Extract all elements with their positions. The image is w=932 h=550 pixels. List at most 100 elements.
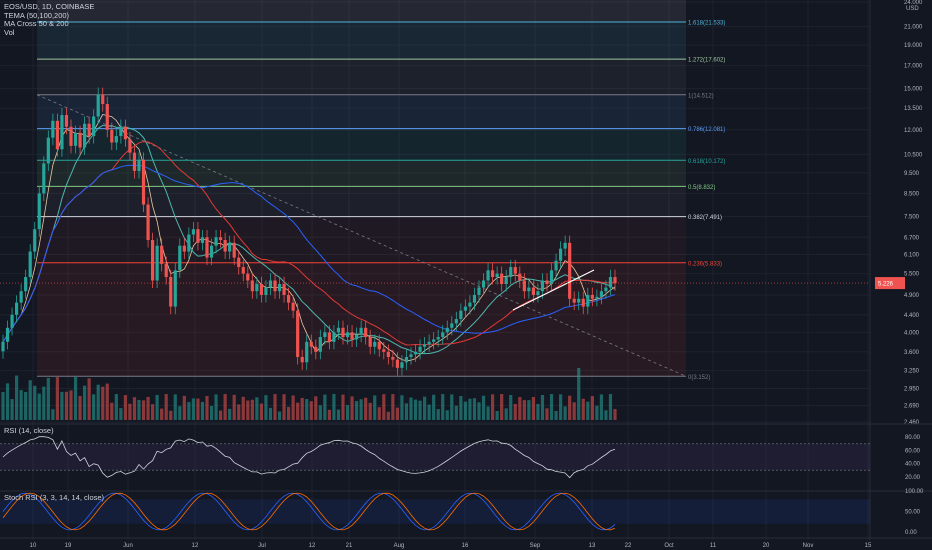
volume-bar	[459, 396, 463, 420]
volume-bar	[463, 401, 467, 420]
volume-bar	[345, 405, 350, 420]
candle-body	[228, 242, 232, 252]
candle-body	[51, 120, 55, 138]
stoch-rsi-label[interactable]: Stoch RSI (3, 3, 14, 14, close)	[4, 493, 105, 502]
candle-body	[531, 287, 535, 295]
volume-bar	[504, 408, 508, 420]
candle-body	[128, 139, 132, 153]
stoch-tick-label: 50.00	[905, 510, 921, 516]
volume-bar	[282, 394, 286, 420]
candle-body	[187, 234, 191, 252]
candle-body	[105, 104, 109, 130]
price-tick-label: 6.700	[904, 235, 920, 241]
candle-body	[364, 327, 368, 338]
candle-body	[377, 341, 381, 350]
price-tick-label: 4.400	[904, 313, 920, 319]
volume-bar	[445, 410, 449, 420]
price-tick-label: 2.460	[904, 420, 920, 426]
fib-zone-top	[37, 0, 686, 22]
indicator-ma-cross[interactable]: MA Cross 50 & 200	[4, 19, 69, 29]
candle-body	[28, 251, 32, 278]
volume-bar	[568, 395, 572, 420]
rsi-band	[0, 443, 870, 471]
candle-body	[540, 280, 545, 292]
stoch-tick-label: 100.00	[905, 489, 924, 495]
candle-body	[568, 242, 572, 299]
rsi-label[interactable]: RSI (14, close)	[4, 426, 54, 435]
volume-bar	[336, 409, 341, 420]
candle-body	[382, 349, 386, 352]
ma-short-line	[2, 114, 616, 362]
volume-bar	[355, 401, 359, 420]
currency-label: USD	[906, 6, 919, 12]
volume-bar	[427, 404, 431, 420]
stoch-k-line	[2, 492, 616, 531]
symbol-title[interactable]: EOS/USD, 1D, COINBASE	[4, 2, 95, 11]
candle-body	[69, 126, 73, 146]
candle-body	[463, 306, 467, 311]
volume-bar	[481, 395, 486, 420]
volume-bar	[46, 377, 50, 420]
volume-bar	[19, 390, 23, 420]
volume-bar	[151, 404, 155, 420]
candle-body	[264, 287, 268, 295]
candle-body	[255, 283, 259, 292]
volume-bar	[101, 386, 105, 420]
volume-bar	[33, 385, 37, 420]
volume-bar	[1, 392, 5, 420]
candle-body	[305, 341, 309, 363]
candle-body	[219, 237, 223, 241]
candle-body	[472, 294, 477, 303]
candle-body	[55, 120, 59, 150]
indicator-tema[interactable]: TEMA (50,100,200)	[4, 10, 70, 20]
volume-bar	[418, 400, 422, 420]
volume-bar	[96, 384, 100, 420]
price-tick-label: 10.500	[904, 152, 923, 158]
candle-body	[200, 237, 205, 243]
candle-body	[15, 302, 19, 315]
date-tick-label: 19	[65, 543, 72, 549]
candle-body	[500, 273, 504, 284]
user-trend-line	[512, 269, 595, 311]
volume-bar	[323, 394, 327, 420]
candle-body	[146, 204, 150, 241]
volume-bar	[264, 395, 268, 420]
candle-body	[209, 245, 214, 258]
candle-body	[468, 302, 472, 307]
candle-body	[92, 116, 96, 137]
candle-body	[355, 334, 359, 340]
volume-bar	[400, 395, 404, 420]
volume-bar	[277, 411, 282, 420]
candle-body	[64, 115, 69, 127]
price-tick-label: 19.000	[904, 43, 923, 49]
fib-trend-line	[36, 94, 687, 377]
current-price-badge	[875, 277, 905, 290]
volume-bar	[232, 394, 236, 420]
candle-body	[237, 257, 241, 268]
candle-body	[341, 327, 345, 338]
candle-body	[518, 273, 522, 281]
fib-level-label: 0.236(5.833)	[688, 261, 722, 267]
indicator-vol[interactable]: Vol	[4, 27, 15, 37]
candle-body	[314, 346, 318, 352]
volume-bar	[128, 403, 132, 420]
rsi-tick-label: 60.00	[905, 448, 921, 454]
volume-bar	[268, 407, 273, 420]
stoch-band	[0, 499, 870, 524]
candle-body	[196, 229, 200, 243]
volume-bar	[595, 405, 599, 420]
volume-bar	[409, 397, 413, 420]
candle-body	[137, 159, 141, 171]
candle-body	[141, 159, 146, 205]
volume-bar	[536, 403, 540, 420]
tema-line	[2, 164, 616, 343]
candle-body	[432, 339, 436, 342]
volume-bar	[24, 391, 28, 420]
fib-zone	[37, 160, 686, 187]
volume-bar	[119, 408, 123, 420]
candle-body	[291, 302, 295, 311]
current-price-value: 5.226	[878, 282, 894, 288]
volume-bar	[246, 400, 250, 420]
